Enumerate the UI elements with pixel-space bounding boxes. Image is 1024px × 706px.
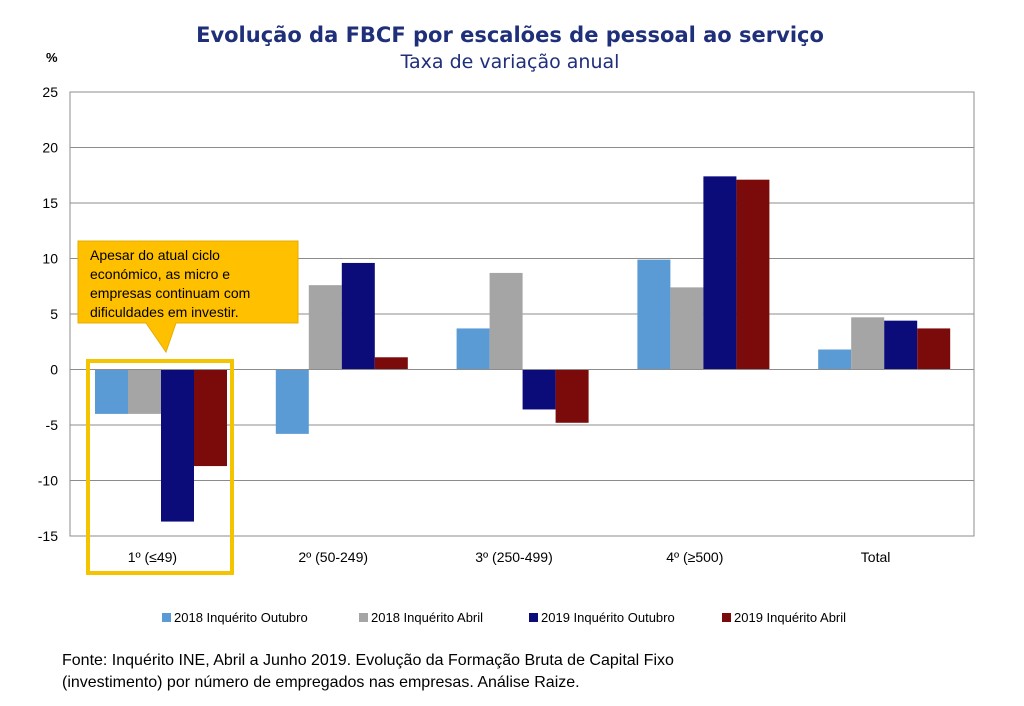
y-tick-label: 15 xyxy=(42,195,58,211)
category-label: 4º (≥500) xyxy=(666,549,723,565)
bar xyxy=(456,328,490,370)
legend-swatch xyxy=(359,613,368,622)
bar xyxy=(736,179,770,370)
bar xyxy=(703,176,737,370)
bar xyxy=(522,369,556,410)
legend-label: 2018 Inquérito Outubro xyxy=(174,610,308,625)
bar xyxy=(555,369,589,423)
legend: 2018 Inquérito Outubro 2018 Inquérito Abr… xyxy=(162,610,846,625)
legend-item: 2018 Inquérito Abril xyxy=(359,610,483,625)
category-label: Total xyxy=(861,549,891,565)
y-axis-unit-label: % xyxy=(46,50,58,65)
legend-label: 2018 Inquérito Abril xyxy=(371,610,483,625)
y-axis-ticks: 25 20 15 10 5 0 -5 -10 -15 xyxy=(38,84,58,544)
bar xyxy=(194,369,227,467)
legend-item: 2018 Inquérito Outubro xyxy=(162,610,308,625)
legend-label: 2019 Inquérito Outubro xyxy=(541,610,675,625)
source-line-2: (investimento) por número de empregados … xyxy=(62,674,580,691)
category-highlight xyxy=(86,359,234,575)
callout-bubble xyxy=(77,240,299,354)
chart-title: Evolução da FBCF por escalões de pessoal… xyxy=(196,23,824,47)
y-tick-label: 20 xyxy=(42,140,58,156)
y-tick-label: 5 xyxy=(50,306,58,322)
category-label: 1º (≤49) xyxy=(128,549,177,565)
annotation-callout: Apesar do atual ciclo económico, as micro… xyxy=(77,240,299,354)
y-tick-label: 25 xyxy=(42,84,58,100)
category-label: 3º (250-499) xyxy=(475,549,553,565)
bar xyxy=(670,287,704,370)
highlight-box xyxy=(86,359,234,575)
callout-line: económico, as micro e xyxy=(90,266,230,282)
y-tick-label: 0 xyxy=(50,362,58,378)
x-axis-categories: 1º (≤49) 2º (50-249) 3º (250-499) 4º (≥500)… xyxy=(128,549,891,565)
legend-swatch xyxy=(529,613,538,622)
bar xyxy=(128,369,161,414)
legend-swatch xyxy=(162,613,171,622)
chart-subtitle: Taxa de variação anual xyxy=(400,51,620,73)
bar xyxy=(374,357,408,370)
y-tick-label: -15 xyxy=(38,528,58,544)
bar xyxy=(489,272,523,370)
bar xyxy=(818,349,852,370)
y-tick-label: -10 xyxy=(38,473,58,489)
y-tick-label: -5 xyxy=(46,417,59,433)
callout-line: empresas continuam com xyxy=(90,285,250,301)
bar xyxy=(851,317,885,370)
bar xyxy=(884,320,918,370)
legend-item: 2019 Inquérito Outubro xyxy=(529,610,675,625)
callout-line: dificuldades em investir. xyxy=(90,304,239,320)
bar xyxy=(161,369,194,522)
bar-series xyxy=(70,176,974,522)
source-note: Fonte: Inquérito INE, Abril a Junho 2019… xyxy=(62,650,962,694)
bar xyxy=(637,259,671,370)
bar xyxy=(275,369,309,434)
bar xyxy=(341,262,375,370)
callout-line: Apesar do atual ciclo xyxy=(90,247,220,263)
category-label: 2º (50-249) xyxy=(298,549,368,565)
legend-item: 2019 Inquérito Abril xyxy=(722,610,846,625)
source-line-1: Fonte: Inquérito INE, Abril a Junho 2019… xyxy=(62,652,674,669)
bar xyxy=(917,328,951,370)
legend-swatch xyxy=(722,613,731,622)
bar xyxy=(308,285,342,370)
y-tick-label: 10 xyxy=(42,251,58,267)
legend-label: 2019 Inquérito Abril xyxy=(734,610,846,625)
bar xyxy=(95,369,128,414)
